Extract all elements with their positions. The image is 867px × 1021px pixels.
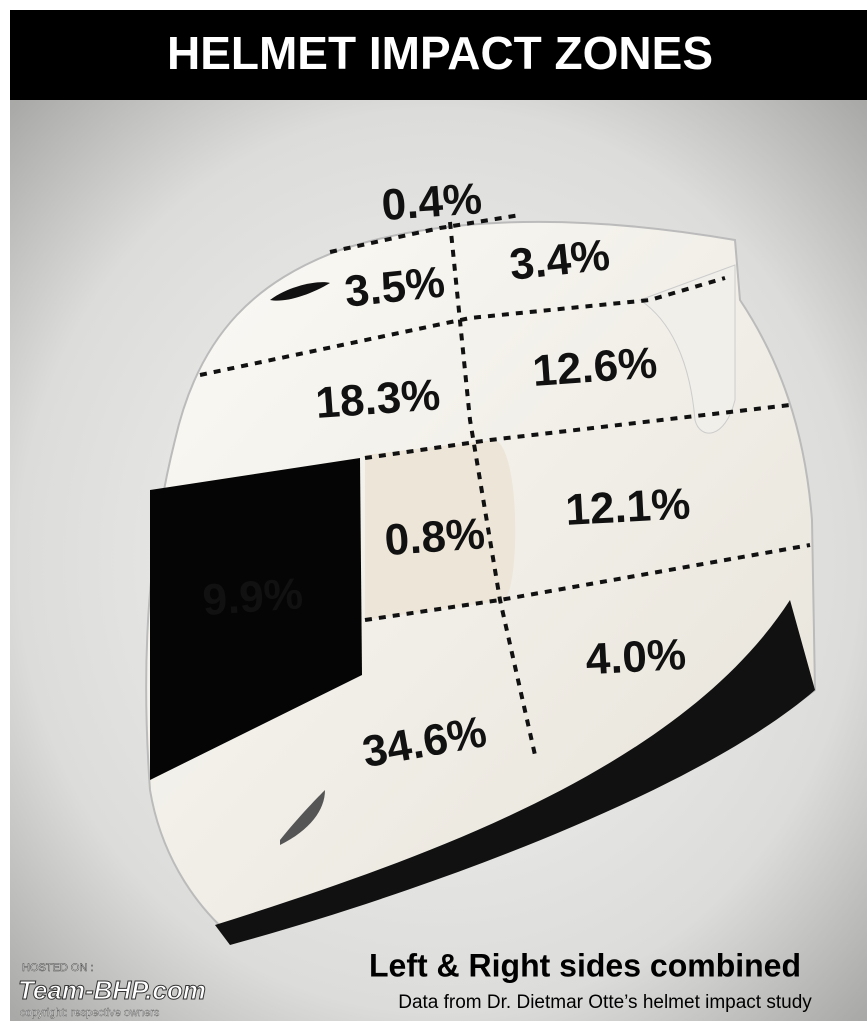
- vent-spoiler: [638, 264, 736, 434]
- zone-line: [364, 403, 791, 460]
- zone-line: [329, 213, 521, 254]
- watermark-hosted: HOSTED ON :: [22, 962, 94, 974]
- zone-labels: 0.4%3.5% 3.4%18.3%12.6%0.8%12.1%9.9%4.0%3…: [201, 174, 691, 777]
- zone-label: 4.0%: [584, 630, 687, 684]
- helmet-trim: [215, 600, 815, 945]
- source: Data from Dr. Dietmar Otte’s helmet impa…: [398, 992, 812, 1013]
- zone-line: [199, 276, 726, 377]
- zone-label: 3.5%: [342, 258, 447, 317]
- zone-label: 3.4%: [507, 231, 612, 290]
- caption: Left & Right sides combined: [369, 947, 801, 983]
- chin-vent: [280, 790, 325, 845]
- watermark-site: Team-BHP.com: [18, 975, 206, 1005]
- zone-label: 12.6%: [531, 338, 659, 396]
- zone-label: 9.9%: [201, 569, 304, 625]
- zone-line: [364, 543, 811, 622]
- zone-label: 0.8%: [383, 509, 486, 565]
- zone-lines: [199, 213, 811, 756]
- top-vent: [270, 282, 330, 301]
- zone-label: 18.3%: [314, 370, 442, 428]
- face-opening: [365, 440, 516, 620]
- title: HELMET IMPACT ZONES: [167, 27, 713, 79]
- helmet: [145, 213, 817, 945]
- watermark-copyright: copyright: respective owners: [20, 1007, 160, 1019]
- visor: [150, 458, 362, 780]
- header-bar: [10, 10, 867, 100]
- zone-label: 12.1%: [564, 479, 691, 534]
- zone-label: 0.4%: [380, 174, 483, 230]
- zone-line: [448, 221, 537, 756]
